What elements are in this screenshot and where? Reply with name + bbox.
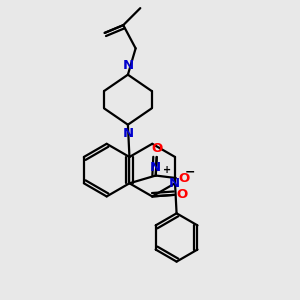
Text: N: N: [150, 161, 161, 174]
Text: O: O: [151, 142, 162, 155]
Text: O: O: [178, 172, 189, 184]
Text: N: N: [122, 59, 134, 72]
Text: N: N: [122, 127, 134, 140]
Text: −: −: [185, 166, 196, 179]
Text: O: O: [176, 188, 187, 201]
Text: N: N: [169, 177, 180, 190]
Text: +: +: [163, 165, 171, 175]
